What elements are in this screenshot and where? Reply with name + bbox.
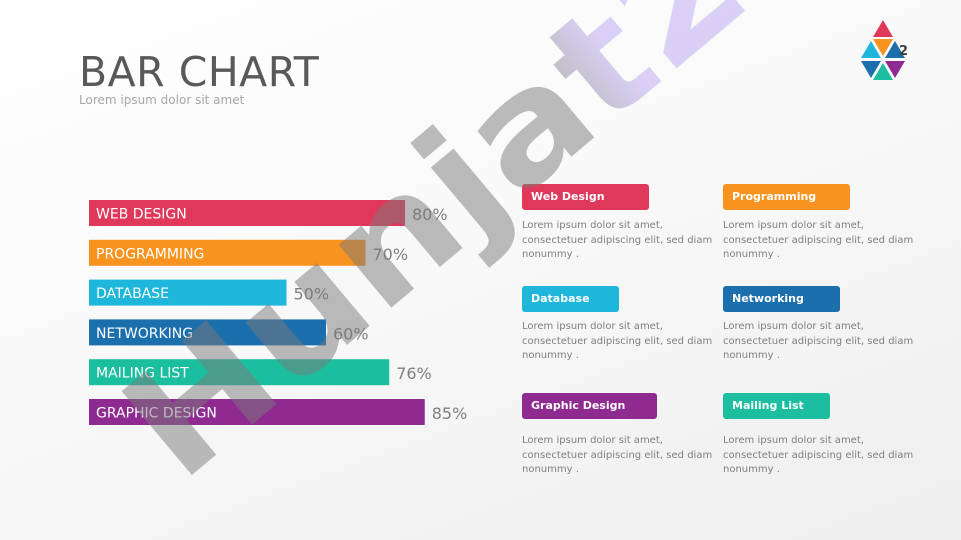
card-tag-networking: Networking <box>723 286 840 312</box>
bar-value-label: 50% <box>294 285 330 304</box>
card-text-programming: Lorem ipsum dolor sit amet, consectetuer… <box>723 220 914 260</box>
bar-category-label: MAILING LIST <box>96 366 189 382</box>
bar-value-label: 60% <box>333 324 369 343</box>
page-number: 2 <box>899 44 909 59</box>
bar-value-label: 85% <box>432 404 468 423</box>
bar-value-label: 76% <box>396 364 432 383</box>
card-text-database: Lorem ipsum dolor sit amet, consectetuer… <box>522 321 713 361</box>
bar-programming <box>89 239 366 266</box>
card-tag-web-design: Web Design <box>522 184 649 210</box>
card-text-graphic-design: Lorem ipsum dolor sit amet, consectetuer… <box>522 435 713 475</box>
bar-web-design <box>89 200 405 226</box>
card-text-mailing-list: Lorem ipsum dolor sit amet, consectetuer… <box>723 435 914 475</box>
slide-title: BAR CHART <box>79 48 320 96</box>
bar-database <box>89 279 287 306</box>
bar-category-label: WEB DESIGN <box>96 207 187 223</box>
card-tag-database: Database <box>522 286 619 312</box>
bar-category-label: NETWORKING <box>96 326 193 342</box>
bar-category-label: GRAPHIC DESIGN <box>96 406 217 422</box>
card-tag-graphic-design: Graphic Design <box>522 393 657 419</box>
bar-value-label: 70% <box>373 245 409 264</box>
card-tag-mailing-list: Mailing List <box>723 393 830 419</box>
card-text-networking: Lorem ipsum dolor sit amet, consectetuer… <box>723 321 914 361</box>
card-tag-programming: Programming <box>723 184 850 210</box>
bar-category-label: DATABASE <box>96 286 169 302</box>
bar-category-label: PROGRAMMING <box>96 246 204 262</box>
bar-graphic-design <box>89 399 425 425</box>
triangle-logo-icon <box>861 20 905 80</box>
bar-networking <box>89 319 326 346</box>
slide-subtitle: Lorem ipsum dolor sit amet <box>79 93 245 107</box>
card-text-web-design: Lorem ipsum dolor sit amet, consectetuer… <box>522 220 713 260</box>
bar-mailing-list <box>89 359 390 386</box>
bar-value-label: 80% <box>412 205 448 224</box>
